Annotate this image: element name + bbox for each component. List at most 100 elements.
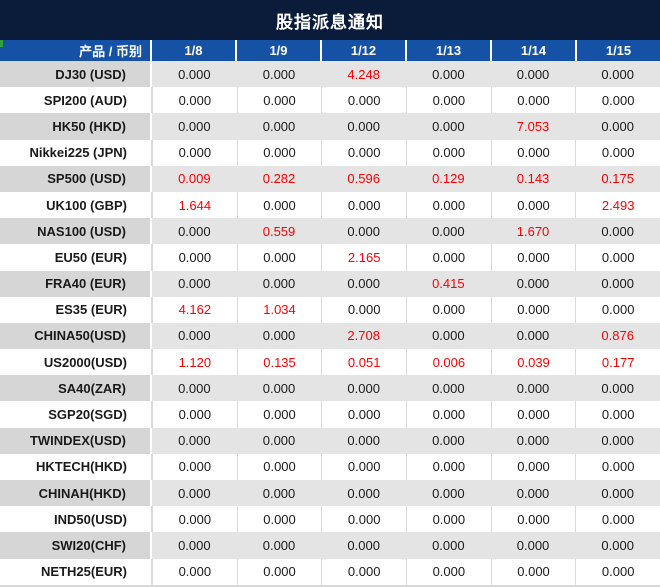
value-cell: 0.000 [321,401,407,428]
product-cell: NAS100 (USD) [0,218,152,245]
value-cell: 0.000 [321,218,407,245]
value-cell: 0.000 [321,191,407,219]
value-cell: 0.000 [406,113,491,140]
value-cell: 0.000 [321,506,407,533]
value-cell: 0.000 [490,87,576,114]
excel-corner-marker [0,40,3,47]
column-header-date: 1/8 [152,40,237,61]
value-cell: 0.000 [406,296,491,323]
product-cell: SWI20(CHF) [0,532,152,559]
column-header-date: 1/13 [407,40,492,61]
value-cell: 2.493 [575,191,660,219]
value-cell: 0.596 [321,165,407,192]
value-cell: 0.000 [152,322,237,350]
value-cell: 0.000 [321,427,407,454]
column-header-date: 1/9 [237,40,322,61]
value-cell: 0.000 [490,244,576,271]
value-cell: 2.708 [321,322,407,350]
value-cell: 0.000 [406,244,491,271]
product-cell: SPI200 (AUD) [0,87,152,114]
value-cell: 0.000 [575,296,660,323]
value-cell: 4.248 [321,61,407,88]
table-row: UK100 (GBP) 1.644 0.000 0.000 0.000 0.000 2.4… [0,191,660,219]
table-row: SP500 (USD) 0.009 0.282 0.596 0.129 0.143 0.1… [0,165,660,192]
column-header-product: 产品 / 币别 [0,40,152,61]
value-cell: 0.000 [490,322,576,350]
value-cell: 0.000 [321,87,407,114]
product-cell: IND50(USD) [0,506,152,533]
table-row: SPI200 (AUD) 0.000 0.000 0.000 0.000 0.000 0.… [0,87,660,114]
table-row: ES35 (EUR) 4.162 1.034 0.000 0.000 0.000 0.00… [0,296,660,323]
value-cell: 0.009 [152,165,237,192]
table-row: NAS100 (USD) 0.000 0.559 0.000 0.000 1.670 0.… [0,218,660,245]
product-cell: DJ30 (USD) [0,61,152,88]
value-cell: 0.000 [152,61,237,88]
product-cell: HK50 (HKD) [0,113,152,140]
value-cell: 4.162 [152,296,237,323]
value-cell: 0.000 [406,480,491,507]
value-cell: 0.000 [575,506,660,533]
value-cell: 0.000 [236,506,322,533]
value-cell: 1.120 [152,349,237,376]
value-cell: 0.000 [575,139,660,166]
value-cell: 0.000 [575,87,660,114]
value-cell: 2.165 [321,244,407,271]
product-cell: Nikkei225 (JPN) [0,139,152,166]
value-cell: 1.670 [490,218,576,245]
value-cell: 0.000 [490,191,576,219]
value-cell: 0.000 [321,139,407,166]
product-cell: SA40(ZAR) [0,375,152,402]
value-cell: 0.051 [321,349,407,376]
value-cell: 0.000 [490,532,576,559]
value-cell: 0.000 [321,558,407,585]
value-cell: 0.000 [490,480,576,507]
value-cell: 0.000 [236,427,322,454]
table-row: Nikkei225 (JPN) 0.000 0.000 0.000 0.000 0.00… [0,139,660,166]
value-cell: 0.000 [321,270,407,297]
value-cell: 0.000 [575,453,660,480]
value-cell: 0.135 [236,349,322,376]
value-cell: 0.000 [490,139,576,166]
table-row: CHINA50(USD) 0.000 0.000 2.708 0.000 0.000 0.… [0,322,660,350]
product-cell: CHINA50(USD) [0,322,152,350]
value-cell: 0.000 [152,218,237,245]
product-cell: SGP20(SGD) [0,401,152,428]
value-cell: 0.000 [236,558,322,585]
table-row: SGP20(SGD) 0.000 0.000 0.000 0.000 0.000 0.00… [0,401,660,428]
value-cell: 0.000 [321,113,407,140]
product-cell: HKTECH(HKD) [0,453,152,480]
value-cell: 0.000 [490,453,576,480]
value-cell: 0.000 [236,401,322,428]
value-cell: 0.000 [152,558,237,585]
value-cell: 0.000 [575,480,660,507]
product-cell: EU50 (EUR) [0,244,152,271]
value-cell: 0.000 [152,375,237,402]
value-cell: 0.000 [236,139,322,166]
table-row: NETH25(EUR) 0.000 0.000 0.000 0.000 0.000 0.0… [0,558,660,585]
column-header-date: 1/14 [492,40,577,61]
product-cell: SP500 (USD) [0,165,152,192]
product-cell: CHINAH(HKD) [0,480,152,507]
value-cell: 0.000 [406,375,491,402]
table-row: FRA40 (EUR) 0.000 0.000 0.000 0.415 0.000 0.0… [0,270,660,297]
table-row: EU50 (EUR) 0.000 0.000 2.165 0.000 0.000 0.00… [0,244,660,271]
table-row: HK50 (HKD) 0.000 0.000 0.000 0.000 7.053 0.00… [0,113,660,140]
value-cell: 0.000 [490,427,576,454]
value-cell: 0.000 [152,270,237,297]
column-header-date: 1/15 [605,43,632,58]
value-cell: 0.000 [575,427,660,454]
value-cell: 0.000 [236,453,322,480]
value-cell: 0.000 [575,113,660,140]
table-header-row: 产品 / 币别 1/8 1/9 1/12 1/13 1/14 1/15 [0,40,660,61]
value-cell: 0.175 [575,165,660,192]
value-cell: 0.000 [490,375,576,402]
value-cell: 0.000 [406,532,491,559]
value-cell: 0.000 [236,87,322,114]
value-cell: 0.000 [152,87,237,114]
value-cell: 0.129 [406,165,491,192]
table-row: DJ30 (USD) 0.000 0.000 4.248 0.000 0.000 0.00… [0,61,660,88]
value-cell: 0.000 [236,270,322,297]
product-cell: TWINDEX(USD) [0,427,152,454]
table-row: HKTECH(HKD) 0.000 0.000 0.000 0.000 0.000 0.0… [0,453,660,480]
